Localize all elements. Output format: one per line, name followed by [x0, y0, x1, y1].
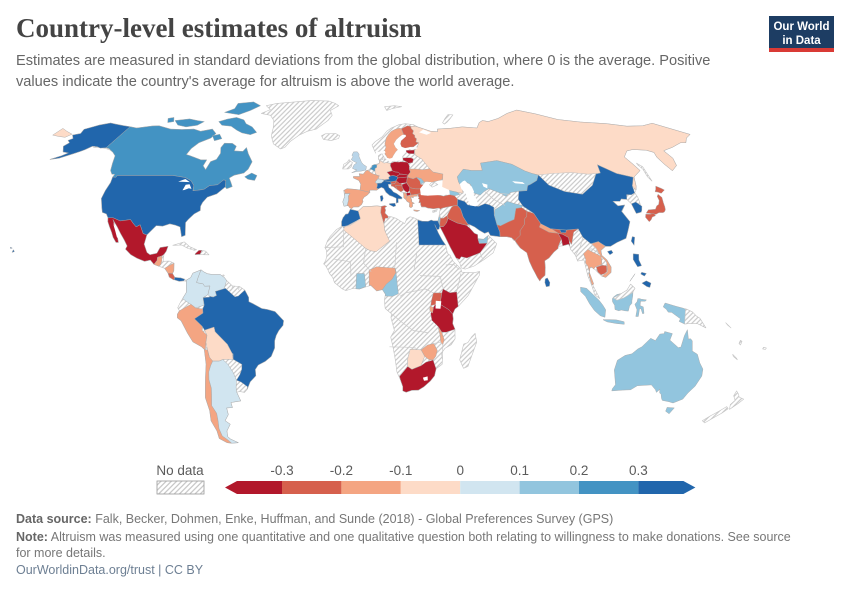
- svg-text:-0.1: -0.1: [389, 463, 412, 478]
- svg-text:0.2: 0.2: [570, 463, 589, 478]
- svg-text:0.3: 0.3: [629, 463, 648, 478]
- svg-text:No data: No data: [156, 463, 204, 478]
- svg-text:0: 0: [456, 463, 464, 478]
- svg-text:0.1: 0.1: [510, 463, 529, 478]
- svg-text:-0.2: -0.2: [330, 463, 353, 478]
- svg-text:-0.3: -0.3: [270, 463, 293, 478]
